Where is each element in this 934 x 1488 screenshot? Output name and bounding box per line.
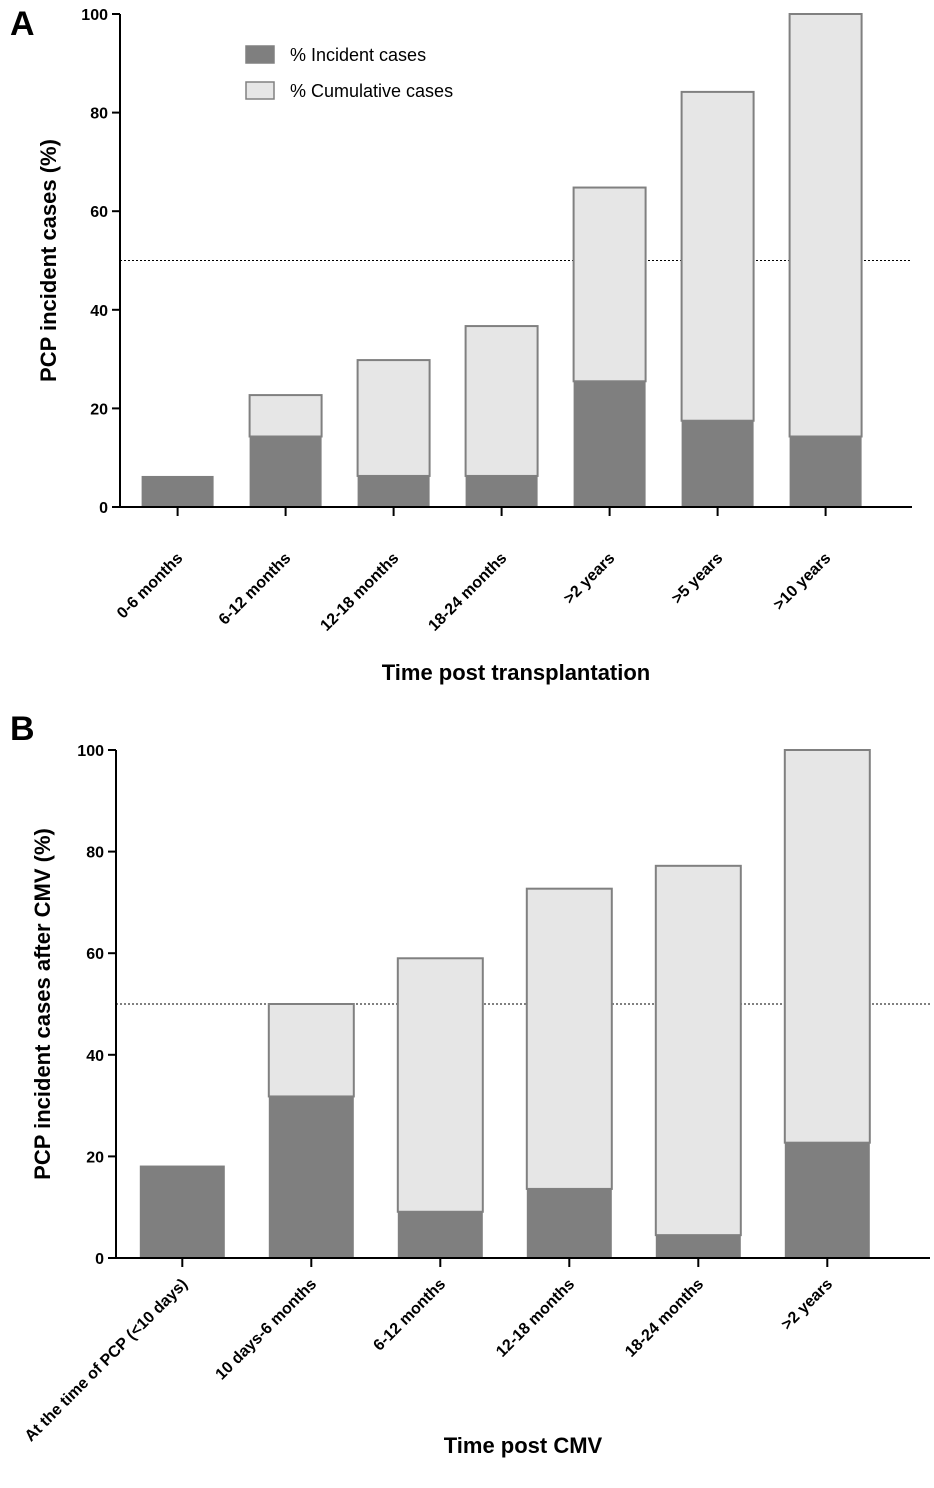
bar-incident-a [249, 436, 322, 507]
panel-letter-b: B [10, 710, 35, 748]
bar-incident-a [573, 381, 646, 507]
x-category-label-b: 18-24 months [622, 1276, 707, 1361]
x-category-label-a: >2 years [561, 550, 619, 608]
bar-incident-a [681, 420, 754, 507]
x-category-label-a: >5 years [669, 550, 727, 608]
x-category-label-b: 6-12 months [370, 1276, 449, 1355]
x-axis-title-a: Time post transplantation [382, 660, 651, 685]
bar-incident-b [784, 1142, 870, 1258]
y-tick-label-b: 80 [86, 845, 104, 862]
panel-a: 0 20 40 60 80 100 0-6 months 6-12 months 12-18 m… [36, 7, 912, 685]
bar-cumulative-a [464, 325, 539, 477]
y-tick-label-b: 40 [86, 1048, 104, 1065]
x-category-label-a: 0-6 months [114, 550, 186, 622]
bar-incident-a [465, 475, 538, 507]
y-axis-title-a: PCP incident cases (%) [36, 139, 61, 382]
bar-incident-a [141, 475, 214, 507]
bar-cumulative-b [783, 749, 871, 1144]
bar-incident-b [526, 1188, 612, 1258]
bar-cumulative-a [572, 186, 647, 383]
bar-cumulative-b [525, 887, 613, 1190]
bar-incident-b [655, 1235, 741, 1258]
y-tick-label-a: 100 [81, 7, 108, 24]
x-axis-title-b: Time post CMV [444, 1433, 603, 1458]
x-category-label-a: 6-12 months [216, 550, 295, 629]
bar-cumulative-b [267, 1003, 355, 1098]
bar-incident-b [397, 1211, 483, 1258]
bar-cumulative-b [654, 864, 742, 1237]
y-tick-label-a: 0 [99, 500, 108, 517]
y-tick-label-a: 40 [90, 303, 108, 320]
x-category-label-b: >2 years [778, 1276, 836, 1334]
bar-cumulative-a [356, 359, 431, 477]
x-category-label-b: 10 days-6 months [213, 1276, 321, 1384]
bar-incident-a [357, 475, 430, 507]
legend-swatch-a [245, 45, 275, 64]
x-category-label-b: At the time of PCP (<10 days) [22, 1276, 191, 1445]
x-category-label-a: >10 years [771, 550, 835, 614]
panel-b: 0 20 40 60 80 100 At the time of PCP (<10 days… [22, 743, 930, 1458]
y-tick-label-b: 60 [86, 946, 104, 963]
bar-cumulative-a [248, 394, 323, 438]
y-tick-label-a: 80 [90, 106, 108, 123]
y-tick-label-a: 60 [90, 204, 108, 221]
bar-incident-a [789, 436, 862, 507]
legend-label-a: % Cumulative cases [290, 81, 453, 101]
x-category-label-a: 12-18 months [317, 550, 402, 635]
bar-incident-b [139, 1165, 225, 1258]
y-tick-label-a: 20 [90, 401, 108, 418]
bar-cumulative-b [396, 957, 484, 1213]
x-category-label-b: 12-18 months [493, 1276, 578, 1361]
legend-label-a: % Incident cases [290, 45, 426, 65]
legend-swatch-a [245, 81, 275, 100]
panel-letter-a: A [10, 5, 35, 43]
y-axis-title-b: PCP incident cases after CMV (%) [30, 828, 55, 1180]
bar-incident-b [268, 1096, 354, 1258]
y-tick-label-b: 20 [86, 1149, 104, 1166]
y-tick-label-b: 0 [95, 1251, 104, 1268]
bar-cumulative-a [680, 90, 755, 422]
bar-cumulative-a [788, 13, 863, 438]
y-tick-label-b: 100 [77, 743, 104, 760]
x-category-label-a: 18-24 months [425, 550, 510, 635]
